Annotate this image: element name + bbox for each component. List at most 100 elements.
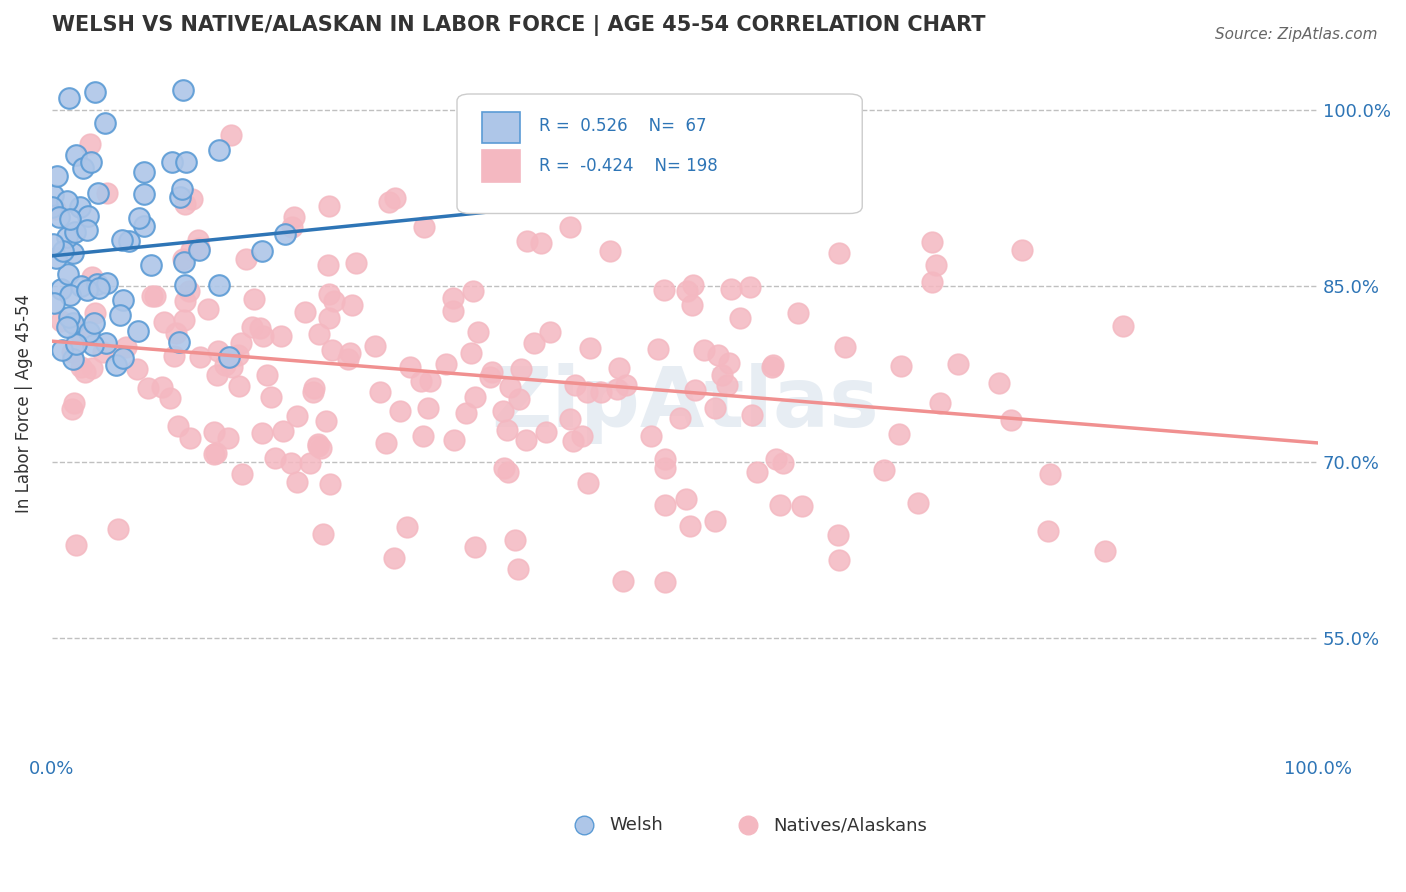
Point bbox=[765, 452, 787, 467]
Point bbox=[464, 390, 486, 404]
Point bbox=[772, 456, 794, 470]
Point bbox=[464, 540, 486, 554]
Point bbox=[125, 361, 148, 376]
Point bbox=[134, 187, 156, 202]
Point bbox=[890, 359, 912, 373]
Point bbox=[467, 325, 489, 339]
Point bbox=[675, 284, 697, 298]
Point bbox=[172, 182, 194, 196]
Point bbox=[411, 374, 433, 388]
Point bbox=[76, 283, 98, 297]
Point bbox=[63, 225, 86, 239]
Point bbox=[318, 286, 340, 301]
Point bbox=[188, 244, 211, 258]
Point bbox=[214, 358, 236, 372]
Point bbox=[172, 252, 194, 267]
Point bbox=[693, 343, 716, 358]
Point bbox=[728, 311, 751, 326]
Point bbox=[319, 477, 342, 491]
Point bbox=[562, 434, 585, 448]
Point bbox=[132, 165, 155, 179]
Point bbox=[69, 200, 91, 214]
Point bbox=[51, 314, 73, 328]
Point bbox=[530, 236, 553, 251]
Point bbox=[105, 359, 128, 373]
Point bbox=[242, 292, 264, 306]
Point bbox=[82, 338, 104, 352]
Point bbox=[65, 538, 87, 552]
Point bbox=[128, 211, 150, 226]
Point bbox=[787, 306, 810, 320]
Point bbox=[441, 304, 464, 318]
Point bbox=[740, 280, 762, 294]
Point bbox=[141, 289, 163, 303]
Point bbox=[412, 220, 434, 235]
Point bbox=[174, 277, 197, 292]
Point bbox=[929, 395, 952, 409]
Point bbox=[389, 404, 412, 418]
Point bbox=[167, 334, 190, 349]
Point bbox=[607, 360, 630, 375]
Text: WELSH VS NATIVE/ALASKAN IN LABOR FORCE | AGE 45-54 CORRELATION CHART: WELSH VS NATIVE/ALASKAN IN LABOR FORCE |… bbox=[52, 15, 986, 36]
Point bbox=[173, 313, 195, 327]
Text: R =  -0.424    N= 198: R = -0.424 N= 198 bbox=[540, 157, 718, 175]
Point bbox=[318, 199, 340, 213]
Point bbox=[538, 326, 561, 340]
Point bbox=[318, 310, 340, 325]
Point bbox=[299, 457, 322, 471]
Point bbox=[669, 411, 692, 425]
Point bbox=[93, 115, 115, 129]
Point bbox=[443, 433, 465, 447]
Text: Natives/Alaskans: Natives/Alaskans bbox=[773, 816, 928, 834]
Point bbox=[56, 230, 79, 244]
Point bbox=[80, 155, 103, 169]
Point bbox=[188, 351, 211, 365]
Point bbox=[65, 148, 87, 162]
Point bbox=[231, 467, 253, 482]
Point bbox=[312, 526, 335, 541]
Point bbox=[1039, 467, 1062, 481]
Point bbox=[280, 456, 302, 470]
Point bbox=[558, 220, 581, 235]
Point bbox=[173, 197, 195, 211]
Point bbox=[652, 284, 675, 298]
Point bbox=[59, 288, 82, 302]
Point bbox=[1000, 413, 1022, 427]
Point bbox=[682, 277, 704, 292]
Point bbox=[987, 376, 1010, 391]
Point bbox=[180, 244, 202, 258]
Point bbox=[280, 219, 302, 234]
Point bbox=[59, 212, 82, 227]
Point bbox=[591, 384, 613, 399]
Point bbox=[720, 282, 742, 296]
Point bbox=[647, 343, 669, 357]
Point bbox=[492, 404, 515, 418]
Point bbox=[418, 401, 440, 416]
Point bbox=[503, 533, 526, 547]
Point bbox=[111, 233, 134, 247]
Point bbox=[612, 574, 634, 588]
Point bbox=[87, 186, 110, 201]
Point bbox=[441, 291, 464, 305]
Point bbox=[52, 244, 75, 258]
Point bbox=[48, 211, 70, 225]
Point bbox=[534, 425, 557, 439]
Point bbox=[323, 293, 346, 308]
Point bbox=[169, 190, 191, 204]
Point bbox=[139, 258, 162, 272]
Point bbox=[112, 351, 135, 366]
Point bbox=[399, 359, 422, 374]
Point bbox=[235, 252, 257, 266]
Point bbox=[506, 562, 529, 576]
Point bbox=[274, 227, 297, 241]
Point bbox=[228, 379, 250, 393]
Point bbox=[769, 498, 792, 512]
Point bbox=[240, 319, 263, 334]
Point bbox=[60, 345, 83, 359]
Point bbox=[44, 202, 66, 217]
Point bbox=[419, 374, 441, 388]
Point bbox=[412, 429, 434, 443]
Point bbox=[264, 450, 287, 465]
Point bbox=[82, 269, 104, 284]
Point bbox=[654, 451, 676, 466]
